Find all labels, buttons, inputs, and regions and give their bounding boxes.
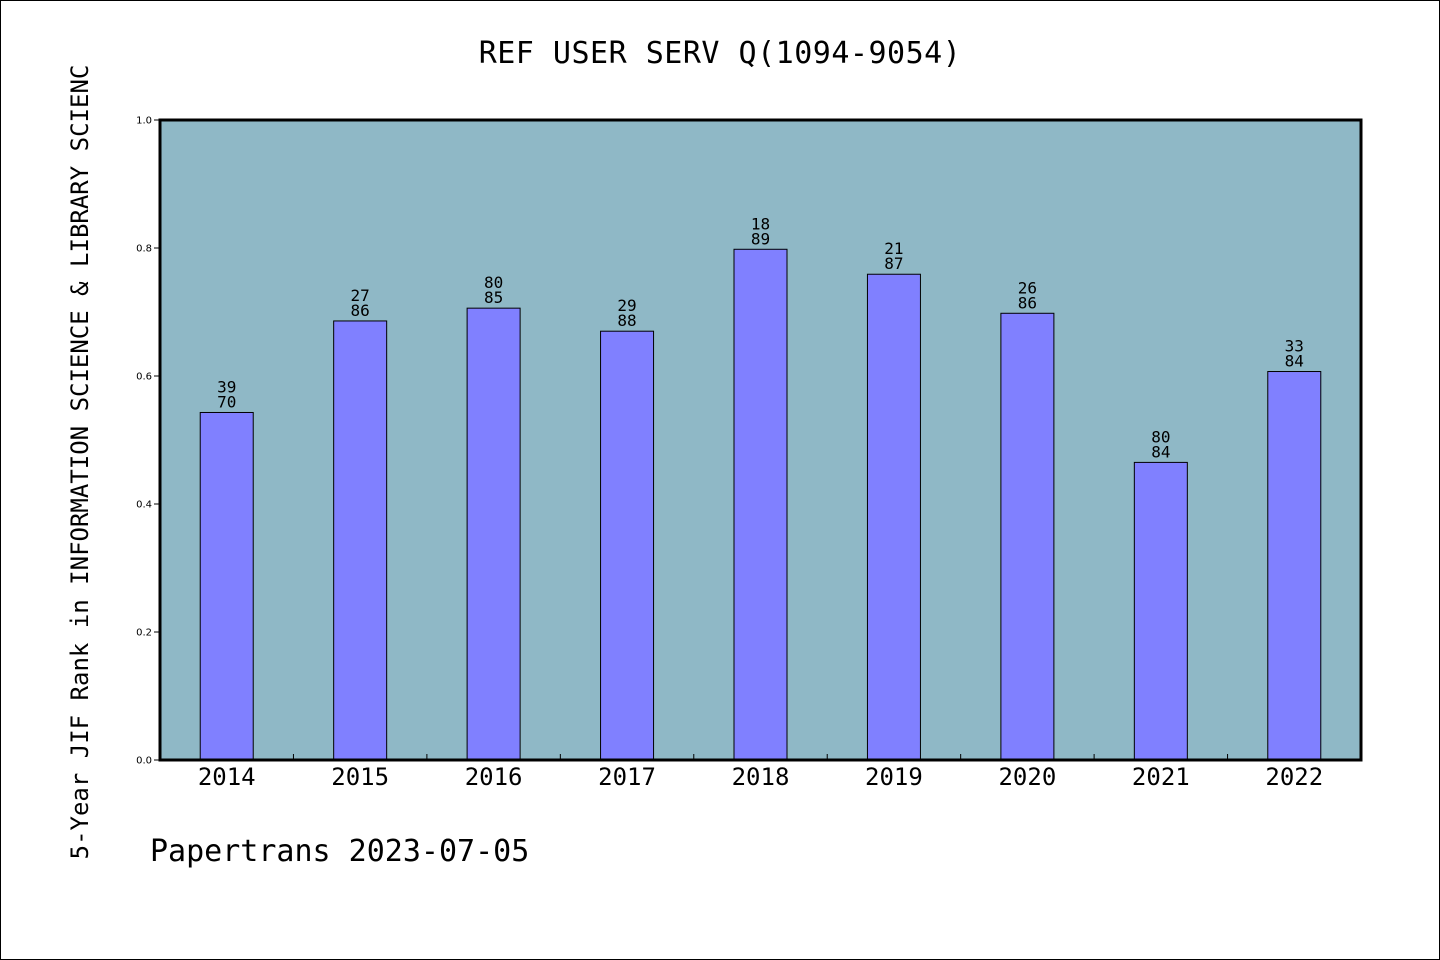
bar-2016 <box>466 307 521 761</box>
bar-2018 <box>733 248 788 761</box>
data-label-top: 27 <box>351 286 370 305</box>
x-axis-categories: 2014 2015 2016 2017 2018 2019 2020 2021 2022 <box>198 754 1323 791</box>
data-label-top: 26 <box>1018 278 1037 297</box>
x-category-label: 2020 <box>998 763 1056 791</box>
data-label-bottom: 87 <box>884 254 903 273</box>
data-label-bottom: 84 <box>1285 352 1304 371</box>
data-label-top: 80 <box>484 273 503 292</box>
x-category-label: 2019 <box>865 763 923 791</box>
x-category-label: 2021 <box>1132 763 1190 791</box>
data-label-bottom: 88 <box>617 311 636 330</box>
bar-2022 <box>1267 371 1322 761</box>
data-label-bottom: 85 <box>484 288 503 307</box>
data-label-top: 21 <box>884 239 903 258</box>
footer-credit: Papertrans 2023-07-05 <box>150 834 530 869</box>
data-label-bottom: 70 <box>217 392 236 411</box>
chart-title: REF USER SERV Q(1094-9054) <box>478 36 962 71</box>
x-category-label: 2022 <box>1265 763 1323 791</box>
bar-2015 <box>333 320 388 761</box>
x-category-label: 2016 <box>465 763 523 791</box>
x-category-label: 2014 <box>198 763 256 791</box>
bar-2019 <box>866 273 921 761</box>
y-tick-label: 0.0 <box>136 756 152 767</box>
y-tick-label: 0.2 <box>136 628 152 639</box>
data-label-bottom: 86 <box>1018 293 1037 312</box>
data-label-top: 29 <box>617 296 636 315</box>
y-tick-label: 1.0 <box>136 116 152 127</box>
data-label-top: 33 <box>1285 337 1304 356</box>
x-category-label: 2017 <box>598 763 656 791</box>
bar-2017 <box>600 330 655 761</box>
y-tick-label: 0.4 <box>136 500 152 511</box>
y-axis-ticks: 0.0 0.2 0.4 0.6 0.8 1.0 <box>136 116 160 767</box>
y-tick-label: 0.8 <box>136 244 152 255</box>
plot-border <box>158 118 1363 762</box>
bar-series <box>199 248 1322 761</box>
y-tick-label: 0.6 <box>136 372 152 383</box>
data-label-top: 18 <box>751 214 770 233</box>
x-category-label: 2015 <box>331 763 389 791</box>
x-category-label: 2018 <box>732 763 790 791</box>
data-label-top: 39 <box>217 377 236 396</box>
data-label-bottom: 86 <box>351 301 370 320</box>
data-label-top: 80 <box>1151 427 1170 446</box>
data-label-bottom: 84 <box>1151 442 1170 461</box>
bar-2020 <box>1000 312 1055 761</box>
bar-2014 <box>199 411 254 761</box>
bar-2021 <box>1133 461 1188 761</box>
data-label-bottom: 89 <box>751 229 770 248</box>
